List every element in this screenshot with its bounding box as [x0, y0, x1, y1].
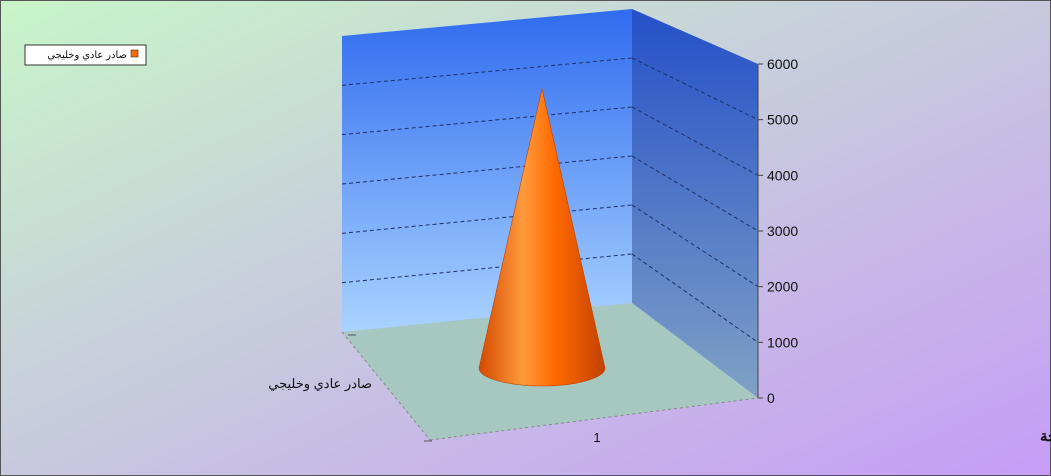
y-tick-label: 4000 [767, 167, 798, 183]
y-tick-label: 1000 [767, 334, 798, 350]
y-tick-label: 3000 [767, 223, 798, 239]
y-tick-label: 2000 [767, 279, 798, 295]
cone-bar [478, 88, 606, 387]
gridlines [341, 57, 759, 343]
legend-box [24, 44, 147, 66]
category-tick-label: 1 [593, 430, 600, 445]
legend: صادر عادي وخليجي [24, 44, 147, 66]
side-wall [632, 9, 758, 398]
floor-front-edge [429, 397, 759, 441]
gridline-side [631, 106, 759, 176]
gridline-side [631, 155, 759, 232]
back-wall [342, 9, 632, 332]
chart-title: ميناء الدوحة [1040, 428, 1051, 445]
legend-swatch [130, 49, 139, 58]
gridline-side [631, 253, 759, 343]
y-tick-label: 0 [767, 390, 775, 406]
gridline-side [631, 57, 759, 121]
floor-left-edge [341, 331, 431, 441]
y-tick-label: 5000 [767, 112, 798, 128]
series-axis-label: صادر عادي وخليجي [268, 376, 372, 392]
legend-label: صادر عادي وخليجي [47, 50, 127, 61]
y-tick-label: 6000 [767, 56, 798, 72]
data-series-layer [478, 88, 606, 387]
value-axis: 0 1000 2000 3000 4000 5000 6000 [757, 56, 798, 406]
